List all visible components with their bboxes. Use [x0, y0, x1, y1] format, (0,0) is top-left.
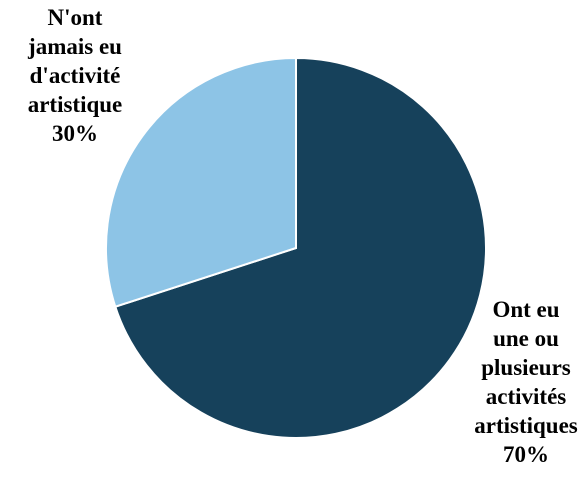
- slice-label-line: plusieurs: [481, 355, 571, 380]
- slice-label-activite: Ont eu une ou plusieurs activités artist…: [470, 295, 582, 469]
- slice-label-jamais: N'ont jamais eu d'activité artistique 30…: [14, 3, 136, 148]
- slice-label-line: Ont eu: [492, 297, 560, 322]
- pie-slices: [105, 56, 487, 439]
- slice-label-line: d'activité: [29, 63, 121, 88]
- slice-label-line: artistique: [27, 92, 123, 117]
- slice-value-label: 70%: [503, 442, 549, 467]
- pie-slice-1: [105, 56, 297, 308]
- slice-label-line: activités: [485, 384, 567, 409]
- slice-label-line: N'ont: [47, 5, 103, 30]
- slice-label-line: une ou: [493, 326, 559, 351]
- slice-label-line: artistiques: [474, 413, 578, 438]
- pie-slice-0: [114, 56, 487, 439]
- slice-label-line: jamais eu: [28, 34, 122, 59]
- slice-value-label: 30%: [52, 121, 98, 146]
